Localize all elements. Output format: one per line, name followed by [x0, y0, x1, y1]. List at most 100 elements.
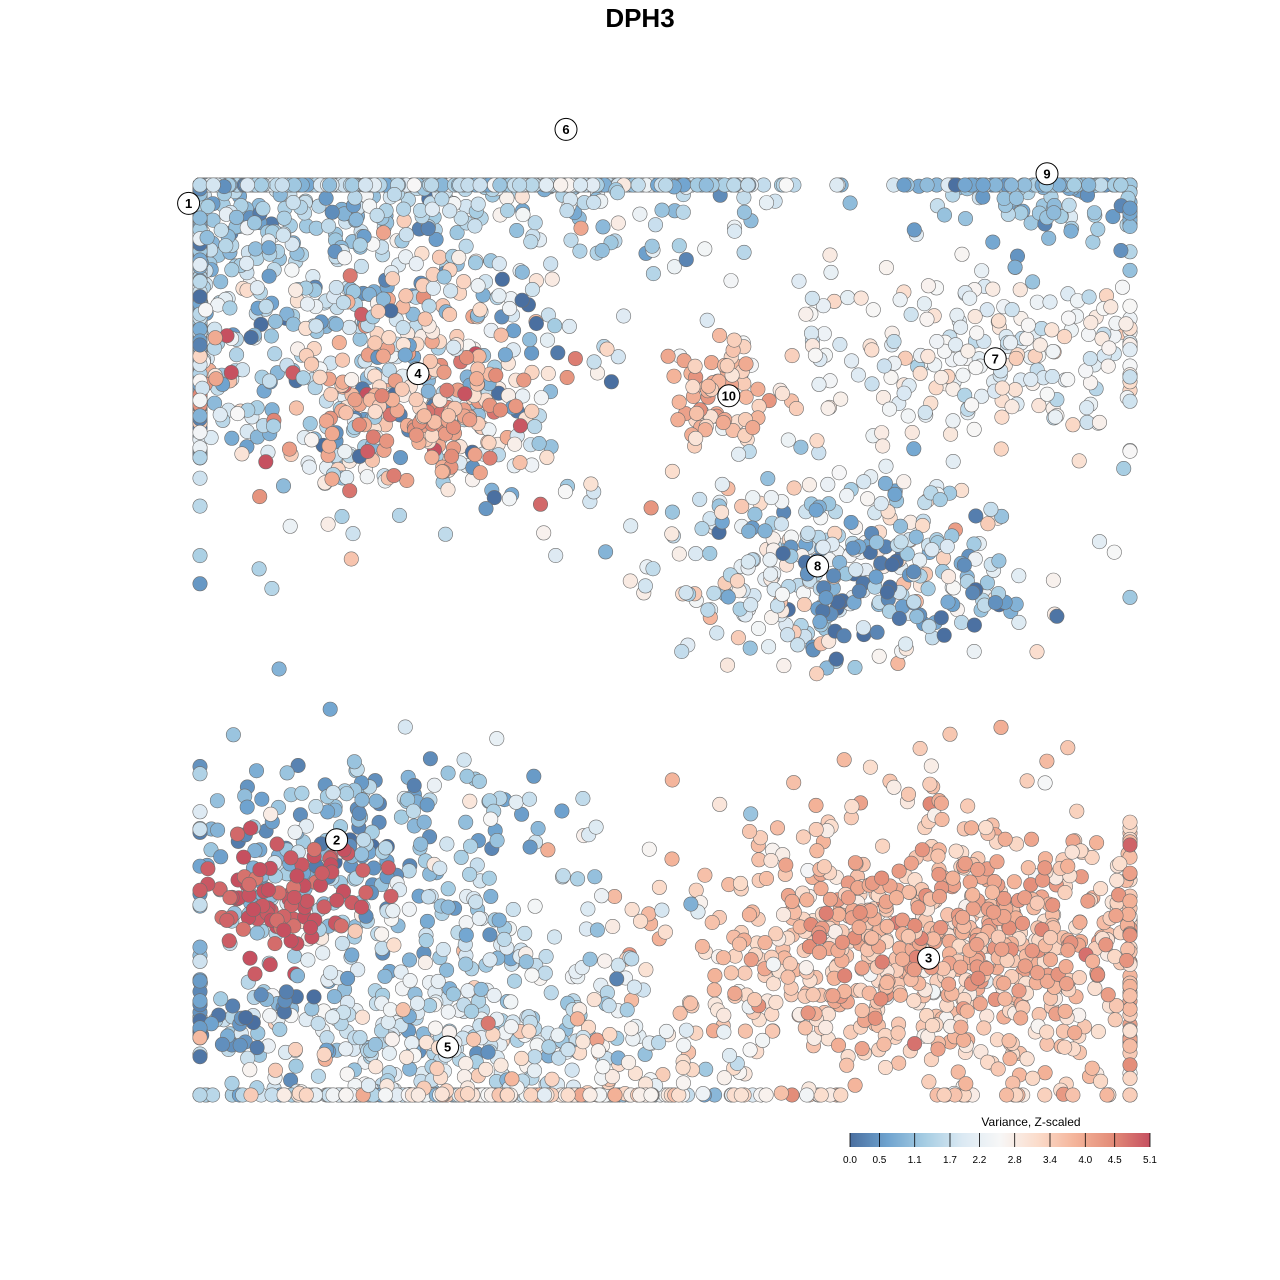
cell-point	[839, 1057, 855, 1073]
cell-point	[323, 965, 339, 981]
cell-point	[1089, 835, 1105, 851]
cell-point	[1023, 371, 1039, 387]
cell-point	[321, 218, 337, 234]
cell-point	[780, 627, 796, 643]
cell-point	[957, 177, 973, 193]
cell-point	[351, 417, 367, 433]
cluster-label-text: 2	[333, 832, 340, 847]
cell-point	[310, 1015, 326, 1031]
colorbar-tick-label: 4.5	[1108, 1155, 1122, 1166]
cell-point	[700, 378, 716, 394]
cell-point	[622, 573, 638, 589]
cell-point	[192, 1049, 208, 1065]
cell-point	[469, 371, 485, 387]
cell-point	[260, 882, 276, 898]
cell-point	[1098, 937, 1114, 953]
cell-point	[1090, 1024, 1106, 1040]
cell-point	[334, 352, 350, 368]
cell-point	[192, 498, 208, 514]
cell-point	[747, 992, 763, 1008]
cell-point	[341, 319, 357, 335]
cell-point	[780, 969, 796, 985]
cell-point	[560, 1087, 576, 1103]
cell-point	[572, 177, 588, 193]
cell-point	[302, 416, 318, 432]
cell-point	[532, 496, 548, 512]
cell-point	[803, 325, 819, 341]
cell-point	[493, 1057, 509, 1073]
cell-point	[491, 288, 507, 304]
cell-point	[737, 1023, 753, 1039]
cell-point	[555, 868, 571, 884]
cell-point	[801, 477, 817, 493]
cell-point	[543, 256, 559, 272]
cell-point	[440, 482, 456, 498]
cell-point	[229, 347, 245, 363]
cell-point	[213, 274, 229, 290]
cell-point	[420, 383, 436, 399]
cell-point	[1122, 1070, 1138, 1086]
cell-point	[836, 628, 852, 644]
cell-point	[675, 204, 691, 220]
cell-point	[808, 797, 824, 813]
cell-point	[1079, 400, 1095, 416]
cell-point	[906, 222, 922, 238]
cell-point	[432, 860, 448, 876]
cell-point	[285, 316, 301, 332]
cell-point	[1061, 310, 1077, 326]
cell-point	[1084, 1060, 1100, 1076]
cell-point	[462, 866, 478, 882]
cell-point	[773, 1085, 789, 1101]
cell-point	[1025, 274, 1041, 290]
cell-point	[514, 292, 530, 308]
cell-point	[192, 882, 208, 898]
cell-point	[404, 1035, 420, 1051]
cell-point	[720, 589, 736, 605]
cell-point	[192, 939, 208, 955]
cell-point	[1083, 315, 1099, 331]
cell-point	[786, 775, 802, 791]
cell-point	[323, 386, 339, 402]
cell-point	[623, 518, 639, 534]
cell-point	[715, 950, 731, 966]
cell-point	[430, 973, 446, 989]
cell-point	[302, 919, 318, 935]
cell-point	[209, 793, 225, 809]
cell-point	[960, 798, 976, 814]
cell-point	[822, 247, 838, 263]
cell-point	[780, 432, 796, 448]
cell-point	[769, 820, 785, 836]
cell-point	[1100, 987, 1116, 1003]
cell-point	[523, 1087, 539, 1103]
cell-point	[778, 177, 794, 193]
cell-point	[1008, 190, 1024, 206]
cell-point	[286, 889, 302, 905]
cell-point	[856, 474, 872, 490]
cell-point	[205, 1087, 221, 1103]
cell-point	[486, 987, 502, 1003]
cell-point	[986, 904, 1002, 920]
cell-point	[1122, 393, 1138, 409]
cell-point	[304, 432, 320, 448]
cell-point	[402, 973, 418, 989]
cell-point	[959, 1003, 975, 1019]
cell-point	[922, 776, 938, 792]
cell-point	[811, 944, 827, 960]
cell-point	[931, 866, 947, 882]
cell-point	[985, 281, 1001, 297]
cell-point	[723, 273, 739, 289]
cell-point	[624, 951, 640, 967]
cell-point	[540, 365, 556, 381]
cell-point	[192, 257, 208, 273]
cell-point	[1060, 740, 1076, 756]
cell-point	[301, 459, 317, 475]
cell-point	[741, 523, 757, 539]
cell-point	[567, 351, 583, 367]
colorbar-tick-label: 5.1	[1143, 1155, 1157, 1166]
cell-point	[235, 921, 251, 937]
cell-point	[368, 1059, 384, 1075]
cell-point	[860, 491, 876, 507]
cell-point	[776, 658, 792, 674]
cluster-label-2: 2	[325, 828, 349, 852]
cell-point	[560, 1042, 576, 1058]
